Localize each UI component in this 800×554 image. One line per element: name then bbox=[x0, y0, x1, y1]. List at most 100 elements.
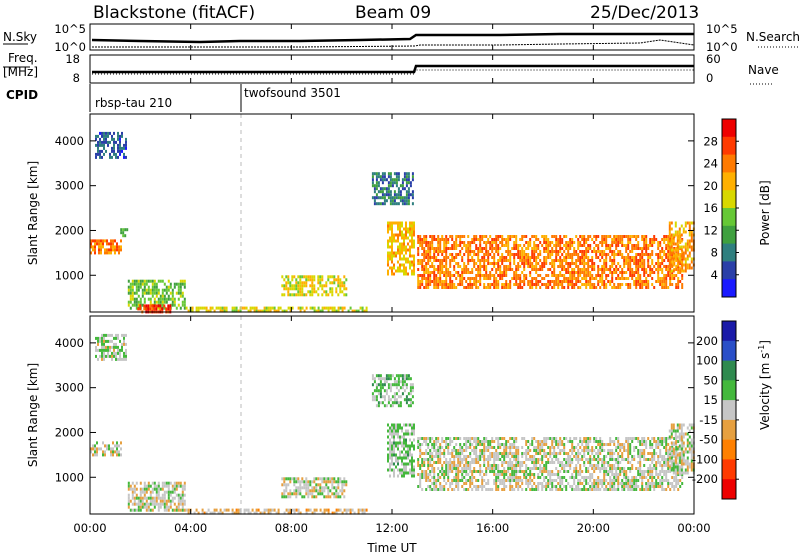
power-cell bbox=[605, 235, 608, 238]
power-cell bbox=[133, 282, 136, 286]
velocity-cell bbox=[473, 440, 476, 443]
power-cell bbox=[519, 238, 522, 241]
power-cell bbox=[688, 239, 691, 243]
velocity-cell bbox=[419, 485, 422, 488]
velocity-cell bbox=[489, 488, 492, 491]
power-cell bbox=[311, 284, 314, 288]
power-cell bbox=[571, 286, 574, 289]
power-cell bbox=[421, 262, 424, 265]
velocity-cell bbox=[461, 458, 464, 461]
velocity-cell bbox=[551, 482, 554, 485]
power-cell bbox=[103, 143, 105, 147]
velocity-cell bbox=[411, 468, 413, 472]
power-cell bbox=[607, 268, 610, 271]
power-cell bbox=[433, 247, 436, 250]
velocity-cell bbox=[527, 479, 530, 482]
velocity-cell bbox=[427, 443, 430, 446]
velocity-cell bbox=[503, 485, 506, 488]
power-cell bbox=[389, 251, 391, 255]
power-cell bbox=[589, 280, 592, 283]
power-cell bbox=[433, 280, 436, 283]
velocity-cell bbox=[427, 446, 430, 449]
velocity-cell bbox=[593, 488, 596, 491]
power-cell bbox=[491, 262, 494, 265]
power-cell bbox=[331, 306, 334, 310]
power-cell bbox=[459, 274, 462, 277]
power-cell bbox=[513, 271, 516, 274]
power-cell bbox=[453, 268, 456, 271]
power-cell bbox=[451, 283, 454, 286]
velocity-cell bbox=[463, 437, 466, 440]
power-cell bbox=[435, 286, 438, 289]
power-cell bbox=[637, 235, 640, 238]
power-cell bbox=[379, 187, 382, 191]
velocity-cell bbox=[411, 395, 414, 399]
power-cell bbox=[117, 143, 119, 147]
velocity-cell bbox=[297, 486, 300, 490]
power-cell bbox=[577, 286, 580, 289]
velocity-cell bbox=[559, 461, 562, 464]
power-cell bbox=[573, 274, 576, 277]
power-cell bbox=[427, 280, 430, 283]
velocity-cell bbox=[545, 440, 548, 443]
velocity-cell bbox=[113, 345, 115, 349]
power-cell bbox=[253, 306, 256, 310]
velocity-cell bbox=[483, 452, 486, 455]
power-cell bbox=[155, 300, 158, 304]
velocity-cell bbox=[515, 470, 518, 473]
power-cell bbox=[523, 253, 526, 256]
velocity-cell bbox=[393, 377, 396, 381]
power-cell bbox=[557, 241, 560, 244]
power-cell bbox=[329, 287, 332, 291]
power-cell bbox=[445, 286, 448, 289]
power-cell bbox=[503, 244, 506, 247]
power-cell bbox=[465, 271, 468, 274]
power-cell bbox=[161, 291, 164, 295]
power-cell bbox=[678, 227, 681, 231]
velocity-cell bbox=[393, 447, 395, 451]
velocity-cell bbox=[379, 374, 382, 378]
velocity-cell bbox=[139, 481, 142, 485]
power-cell bbox=[665, 265, 668, 268]
velocity-cell bbox=[513, 479, 516, 482]
power-cell bbox=[535, 283, 538, 286]
power-cell bbox=[461, 241, 464, 244]
power-cell bbox=[676, 242, 679, 246]
velocity-cell bbox=[617, 440, 620, 443]
power-cell bbox=[617, 268, 620, 271]
power-cell bbox=[313, 275, 316, 279]
velocity-cell bbox=[299, 492, 302, 496]
power-cell bbox=[399, 248, 401, 252]
velocity-cell bbox=[509, 485, 512, 488]
power-cell bbox=[157, 279, 160, 283]
velocity-cell bbox=[553, 479, 556, 482]
velocity-cell bbox=[483, 458, 486, 461]
power-cell bbox=[611, 265, 614, 268]
power-cell bbox=[383, 187, 386, 191]
power-cell bbox=[549, 241, 552, 244]
velocity-cell bbox=[513, 464, 516, 467]
velocity-cell bbox=[577, 458, 580, 461]
power-cell bbox=[391, 266, 393, 270]
power-cell bbox=[539, 280, 542, 283]
velocity-cell bbox=[485, 467, 488, 470]
velocity-cell bbox=[315, 508, 318, 512]
power-cell bbox=[651, 241, 654, 244]
velocity-cell bbox=[275, 511, 278, 515]
power-cell bbox=[637, 262, 640, 265]
velocity-cell bbox=[100, 447, 102, 451]
velocity-cell bbox=[521, 464, 524, 467]
power-cell bbox=[619, 250, 622, 253]
power-cell bbox=[167, 304, 170, 308]
power-cell bbox=[515, 247, 518, 250]
power-cell bbox=[445, 253, 448, 256]
power-cell bbox=[377, 181, 380, 185]
velocity-cell bbox=[467, 479, 470, 482]
power-cell bbox=[405, 181, 408, 185]
velocity-cell bbox=[517, 485, 520, 488]
velocity-cell bbox=[397, 423, 399, 427]
power-cell bbox=[587, 235, 590, 238]
power-cell bbox=[533, 241, 536, 244]
power-cell bbox=[597, 250, 600, 253]
velocity-cell bbox=[609, 437, 612, 440]
